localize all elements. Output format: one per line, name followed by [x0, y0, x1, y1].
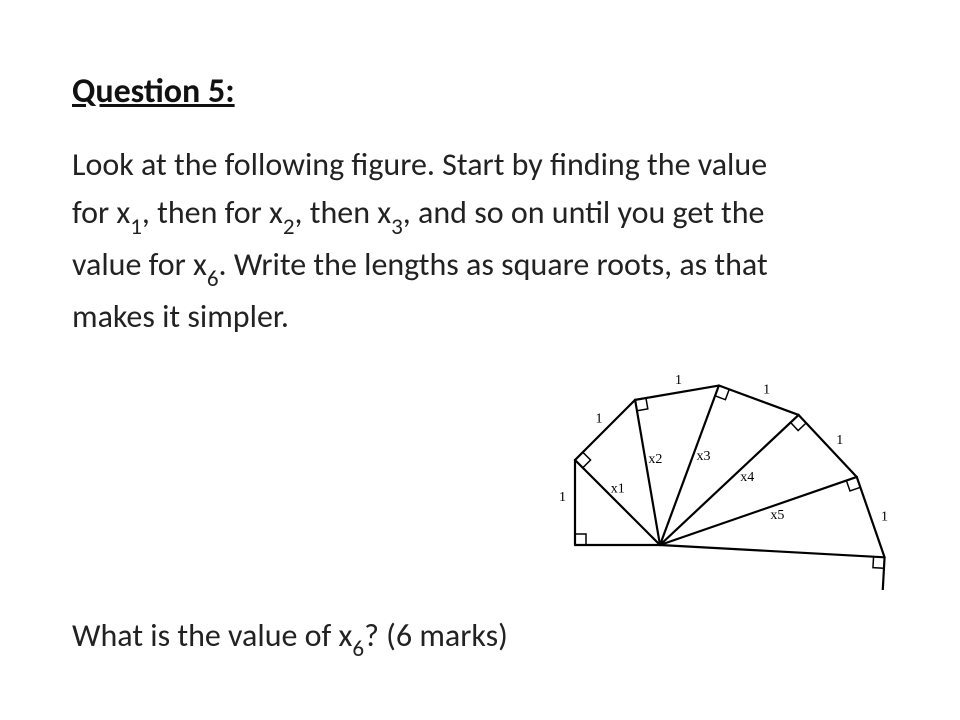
subscript-6b: 6	[352, 635, 364, 663]
final-question: What is the value of x6? (6 marks)	[72, 616, 508, 660]
svg-text:1: 1	[763, 383, 770, 398]
svg-text:1: 1	[836, 433, 843, 448]
final-q-b: ? (6 marks)	[364, 616, 508, 655]
svg-text:1: 1	[559, 490, 566, 505]
question-heading: Question 5:	[72, 72, 888, 113]
question-body: Look at the following figure. Start by f…	[72, 141, 888, 341]
para-line2d: , and so on until you get the	[403, 193, 765, 232]
subscript-2: 2	[283, 213, 295, 241]
subscript-3: 3	[391, 213, 403, 241]
svg-text:1: 1	[596, 411, 603, 426]
svg-text:x3: x3	[697, 449, 711, 464]
para-line2b: , then for x	[142, 193, 283, 232]
svg-text:x5: x5	[770, 508, 784, 523]
para-line2a: for x	[72, 193, 130, 232]
subscript-6a: 6	[207, 265, 219, 293]
spiral-figure: 1111111x1x2x3x4x5x6	[452, 330, 912, 590]
slide: Question 5: Look at the following figure…	[0, 0, 960, 720]
para-line4: makes it simpler.	[72, 297, 289, 336]
para-line3a: value for x	[72, 245, 207, 284]
para-line2c: , then x	[295, 193, 392, 232]
svg-text:x4: x4	[740, 470, 754, 485]
subscript-1: 1	[130, 213, 142, 241]
final-q-a: What is the value of x	[72, 616, 352, 655]
svg-text:1: 1	[675, 373, 682, 388]
para-line3b: . Write the lengths as square roots, as …	[219, 245, 768, 284]
para-line1: Look at the following figure. Start by f…	[72, 145, 767, 184]
svg-text:x1: x1	[611, 482, 625, 497]
svg-text:1: 1	[881, 509, 888, 524]
svg-text:x2: x2	[648, 452, 662, 467]
